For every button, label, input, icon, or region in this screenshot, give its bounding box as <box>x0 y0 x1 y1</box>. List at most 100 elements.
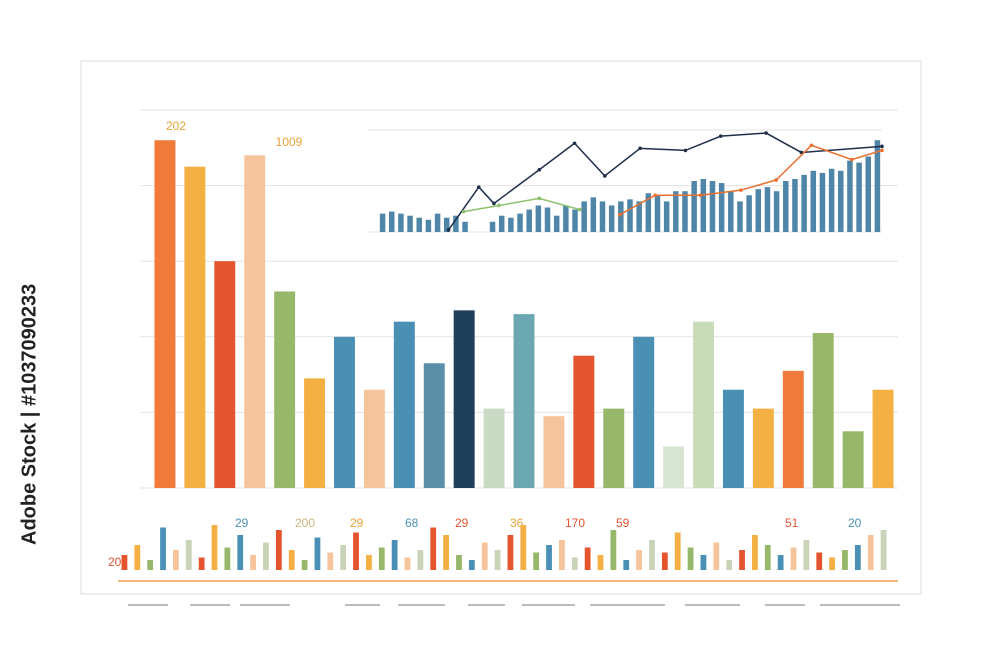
line-point <box>446 228 451 232</box>
bar <box>404 557 411 570</box>
line-point <box>683 148 688 153</box>
bar <box>304 378 326 488</box>
bar <box>872 389 894 488</box>
bar <box>842 431 864 488</box>
bar <box>553 215 560 232</box>
annotation: 1009 <box>276 135 303 149</box>
bar <box>726 560 733 570</box>
bar <box>713 542 720 570</box>
bar <box>314 537 321 570</box>
line-point <box>537 196 542 201</box>
bar <box>498 215 505 232</box>
bar <box>453 215 459 232</box>
bar <box>121 555 128 570</box>
bar <box>378 547 385 570</box>
bar <box>608 205 615 232</box>
bar <box>645 193 652 232</box>
bar <box>535 205 542 232</box>
annotation: 202 <box>166 119 186 133</box>
bar <box>571 557 578 570</box>
bar <box>379 213 386 232</box>
bar <box>581 201 587 232</box>
bar <box>856 162 862 232</box>
bar <box>184 166 206 488</box>
annotation: 200 <box>295 516 315 530</box>
bar <box>340 545 347 570</box>
bar <box>782 370 804 488</box>
bar <box>674 532 681 570</box>
bar <box>687 547 694 570</box>
line-point <box>880 148 884 153</box>
bar <box>682 191 688 232</box>
bar <box>134 545 141 570</box>
bar <box>584 547 591 570</box>
line-point <box>492 201 496 206</box>
bar <box>388 211 395 232</box>
bar <box>610 530 617 570</box>
line-point <box>638 146 642 151</box>
line-point <box>774 178 778 182</box>
bar <box>443 535 449 570</box>
bar <box>603 408 625 488</box>
bar <box>508 217 514 232</box>
bar <box>816 552 823 570</box>
bar <box>363 389 385 488</box>
line-point <box>577 207 582 212</box>
annotation: 20 <box>108 555 122 569</box>
bar <box>353 532 359 570</box>
bar <box>546 545 552 570</box>
bar <box>709 181 716 232</box>
bar <box>520 525 527 570</box>
line-point <box>739 188 743 192</box>
line-series <box>447 132 883 231</box>
bar <box>301 560 308 570</box>
bar <box>880 530 887 570</box>
bar <box>483 408 505 488</box>
bar <box>649 540 655 570</box>
bar <box>752 408 774 488</box>
annotation: 20 <box>848 516 862 530</box>
bar <box>867 535 874 570</box>
bar <box>334 336 355 488</box>
frame <box>80 60 922 595</box>
bar <box>828 168 835 232</box>
bar <box>263 542 269 570</box>
bar <box>407 215 413 232</box>
bar <box>366 555 372 570</box>
bar <box>819 172 826 232</box>
bar <box>275 530 282 570</box>
line-point <box>603 174 607 178</box>
line-point <box>497 203 501 208</box>
bar <box>543 416 565 488</box>
bar <box>434 213 441 232</box>
line-series <box>619 144 883 216</box>
bar <box>792 178 798 232</box>
bar <box>764 187 771 232</box>
bar <box>573 355 595 488</box>
bar <box>237 535 244 570</box>
bar <box>416 217 422 232</box>
line-point <box>572 141 577 146</box>
bar <box>691 181 697 232</box>
bar <box>842 550 848 570</box>
line-point <box>764 131 768 135</box>
bar <box>801 174 807 232</box>
bar <box>810 170 817 232</box>
line-point <box>718 134 723 138</box>
bar <box>393 321 415 488</box>
line-point <box>849 157 854 162</box>
bar <box>288 550 295 570</box>
bar <box>777 555 784 570</box>
bar <box>572 209 578 232</box>
bar <box>746 195 752 232</box>
bar <box>590 197 597 232</box>
bar <box>737 201 743 232</box>
bar <box>244 155 266 489</box>
line-point <box>809 143 814 148</box>
bar <box>173 550 179 570</box>
line-point <box>880 144 884 149</box>
annotation: 29 <box>350 516 364 530</box>
bar <box>633 336 655 488</box>
bar <box>739 550 745 570</box>
